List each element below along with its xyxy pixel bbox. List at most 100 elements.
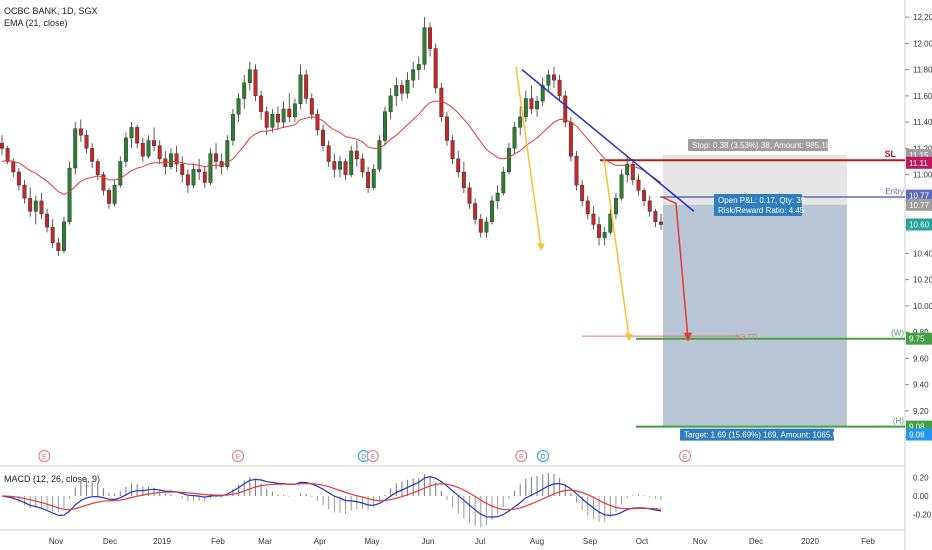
candle-body [84, 135, 89, 149]
candle-body [174, 153, 179, 165]
candle-body [597, 224, 601, 238]
yellow-arrowhead-2 [625, 333, 633, 342]
candle-body [45, 213, 50, 228]
price-tag: 10.77 [909, 192, 930, 201]
event-marker [679, 450, 692, 462]
yellow-projection-2 [603, 158, 630, 338]
candle-body [281, 108, 286, 123]
candle-body [568, 121, 573, 157]
event-marker-label: E [519, 454, 524, 461]
event-marker [232, 450, 245, 462]
candle-body [377, 140, 382, 170]
event-marker-label: D [361, 454, 366, 461]
x-tick-label: Dec [749, 537, 763, 546]
price-tag-bg [906, 156, 932, 169]
candle-body [11, 161, 16, 173]
candle-body [140, 142, 145, 157]
candle-body [354, 150, 359, 160]
red-arrowhead [684, 332, 692, 342]
candle-body [152, 140, 157, 146]
candle-body [563, 95, 568, 123]
h-label: (H) [893, 417, 904, 426]
candle-body [67, 167, 72, 223]
macd-legend: MACD (12, 26, close, 9) [4, 474, 101, 484]
candle-body [394, 85, 399, 97]
open-pl-bg [714, 193, 802, 216]
candle-body [647, 200, 652, 212]
event-marker [38, 450, 51, 462]
candle-body [90, 148, 95, 162]
target-label: Target: 1.69 (15.69%) 169, Amount: 1065.… [684, 431, 842, 440]
down-trendline [521, 69, 695, 212]
projection-level-label: 1(9.77) [735, 334, 757, 341]
candle-body [439, 87, 444, 118]
event-marker-label: E [683, 454, 688, 461]
x-tick-label: 2020 [801, 537, 819, 546]
y-tick-label: 12.20 [913, 13, 932, 22]
candle-body [445, 116, 449, 141]
candle-body [473, 203, 478, 220]
price-tag: 10.77 [909, 201, 930, 210]
candle-body [62, 221, 66, 251]
y-tick-label: 10.40 [913, 249, 932, 258]
candle-body [399, 85, 404, 94]
candle-body [197, 169, 202, 173]
candle-body [557, 79, 562, 97]
candle-body [242, 82, 247, 99]
candle-body [422, 27, 427, 65]
y-tick-label: 10.00 [913, 302, 932, 311]
candle-body [428, 27, 433, 49]
candle-body [123, 137, 128, 162]
candle-body [529, 98, 534, 110]
candle-body [22, 184, 27, 199]
candle-body [202, 171, 207, 183]
candle-body [78, 128, 83, 136]
candle-body [0, 142, 4, 149]
x-tick-label: Apr [314, 537, 327, 546]
candle-body [270, 114, 275, 128]
y-tick-label: 11.60 [913, 92, 932, 101]
candle-body [191, 169, 196, 186]
y-tick-label: 12.00 [913, 39, 932, 48]
stop-label-bg [688, 138, 828, 151]
x-tick-label: Jul [475, 537, 485, 546]
yellow-arrowhead-1 [537, 242, 545, 251]
macd-tick-label: -0.20 [913, 511, 932, 520]
event-marker [537, 450, 549, 462]
target-label-bg [680, 428, 834, 441]
x-tick-label: Nov [693, 537, 707, 546]
candle-body [383, 111, 387, 141]
yellow-projection-1 [515, 66, 542, 247]
candle-body [523, 98, 528, 118]
candle-body [129, 127, 134, 139]
ema-line [1, 100, 662, 195]
open-pl-label: Open P&L: 0.17, Qty: 39 [718, 196, 806, 205]
candle-body [478, 219, 483, 233]
y-tick-label: 11.40 [913, 118, 932, 127]
candle-body [298, 74, 303, 104]
macd-signal-line [1, 483, 662, 511]
x-tick-label: Aug [530, 537, 544, 546]
candle-body [461, 171, 466, 188]
candle-body [540, 85, 545, 102]
candle-body [506, 148, 511, 173]
x-tick-label: Nov [49, 537, 63, 546]
candle-body [343, 161, 348, 175]
macd-line [1, 475, 662, 518]
candle-body [608, 213, 613, 233]
event-marker-label: E [236, 454, 241, 461]
event-marker [366, 450, 379, 462]
price-tag-bg [906, 189, 932, 202]
candle-body [625, 163, 630, 175]
candle-body [259, 95, 264, 112]
candle-body [219, 161, 224, 167]
macd-tick-label: 0.00 [913, 492, 929, 501]
candle-body [619, 174, 624, 199]
price-tag-bg [906, 218, 932, 231]
candle-body [360, 158, 365, 173]
x-tick-label: Feb [861, 537, 875, 546]
candle-body [208, 153, 213, 183]
y-tick-label: 9.80 [913, 328, 929, 337]
candle-body [501, 171, 506, 194]
